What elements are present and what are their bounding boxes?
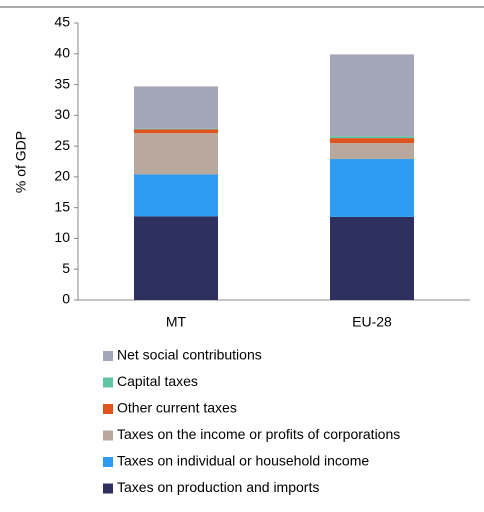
legend-swatch [103, 404, 113, 414]
legend-swatch [103, 483, 113, 494]
bar-segment [330, 143, 414, 160]
y-axis-label: % of GDP [13, 131, 29, 193]
legend-label: Capital taxes [117, 373, 198, 389]
legend-label: Other current taxes [117, 400, 237, 416]
y-tick-label: 25 [54, 137, 70, 153]
legend-label: Net social contributions [117, 347, 262, 363]
bar-segment [134, 216, 218, 300]
x-tick-label: MT [166, 314, 187, 330]
y-tick-label: 40 [54, 44, 70, 60]
bar-segment [134, 128, 218, 130]
y-tick-label: 0 [62, 291, 70, 307]
bar-segment [330, 216, 414, 300]
legend-swatch [103, 430, 113, 441]
y-tick-label: 10 [54, 229, 70, 245]
y-tick-label: 45 [54, 14, 70, 30]
bar-segment [134, 86, 218, 129]
y-tick-label: 30 [54, 106, 70, 122]
legend-swatch [103, 351, 113, 361]
bar-segment [134, 174, 218, 217]
bar-segment [134, 133, 218, 175]
y-tick-label: 15 [54, 198, 70, 214]
x-tick-label: EU-28 [352, 314, 392, 330]
bar-segment [330, 138, 414, 144]
y-tick-label: 5 [62, 260, 70, 276]
legend-swatch [103, 377, 113, 388]
bar-segment [330, 136, 414, 139]
bar-segment [330, 159, 414, 217]
legend-label: Taxes on individual or household income [117, 453, 369, 469]
y-tick-label: 20 [54, 168, 70, 184]
bar-segment [330, 54, 414, 137]
bar-segment [134, 129, 218, 134]
legend-swatch [103, 457, 113, 467]
legend-label: Taxes on production and imports [117, 479, 319, 495]
legend-label: Taxes on the income or profits of corpor… [117, 426, 400, 442]
y-tick-label: 35 [54, 75, 70, 91]
